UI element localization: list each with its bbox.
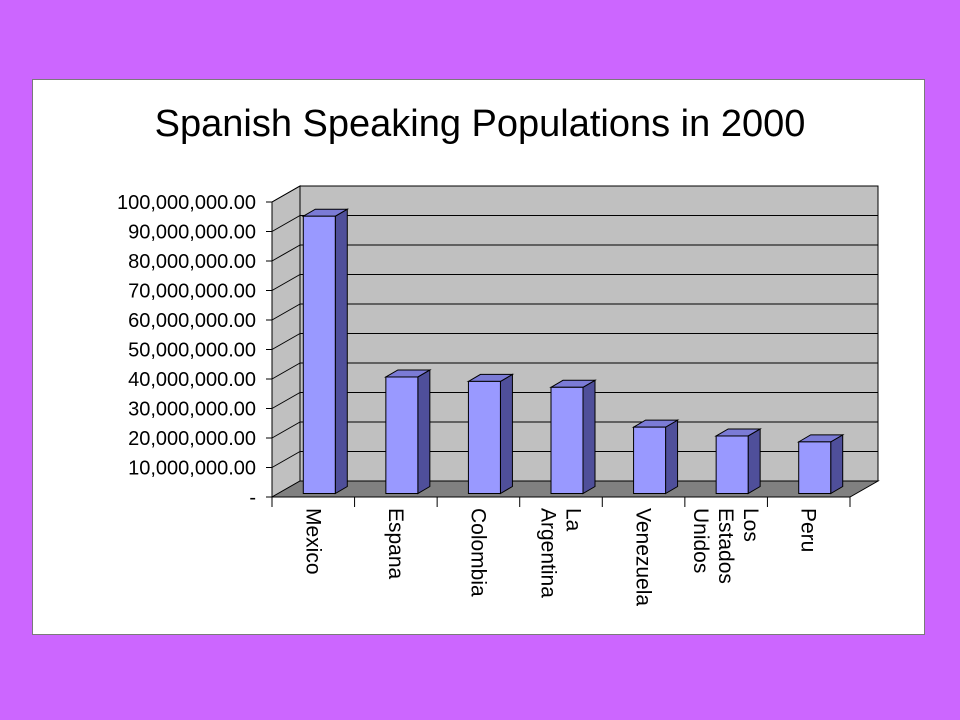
x-category-label: Peru [797, 508, 820, 552]
x-tick-label: Unidos [689, 508, 712, 573]
x-tick-label: Argentina [537, 508, 560, 598]
bar [798, 441, 832, 494]
x-category-label: Mexico [301, 508, 324, 575]
x-tick-label: La [562, 508, 585, 532]
chart-title: Spanish Speaking Populations in 2000 [154, 103, 806, 145]
y-tick-label: 90,000,000.00 [128, 222, 256, 244]
x-tick-label: Estados [714, 508, 737, 584]
x-tick-label: Los [739, 508, 762, 542]
x-tick-label: Espana [384, 508, 407, 580]
y-tick-label: 10,000,000.00 [128, 458, 256, 480]
bar-side [499, 373, 513, 495]
y-tick-label: - [249, 487, 256, 509]
bar [550, 386, 584, 494]
y-tick-label: 50,000,000.00 [128, 340, 256, 362]
x-tick-label: Colombia [466, 508, 489, 597]
y-tick-label: 70,000,000.00 [128, 281, 256, 303]
gridline-side [271, 451, 301, 468]
bar-side [747, 428, 761, 495]
bar-side [417, 369, 431, 495]
gridline-side [271, 303, 301, 321]
y-tick-label: 60,000,000.00 [128, 310, 256, 332]
y-tick-label: 20,000,000.00 [128, 428, 256, 450]
x-category-label: Espana [384, 508, 407, 580]
gridline-side [271, 392, 301, 409]
x-tick-label: Venezuela [632, 508, 655, 606]
bar [385, 376, 419, 495]
y-tick-label: 80,000,000.00 [128, 251, 256, 273]
bar-side [665, 419, 679, 495]
gridline-side [271, 185, 301, 203]
bar [467, 380, 501, 494]
gridline-side [271, 421, 301, 439]
x-category-label: Colombia [466, 508, 489, 597]
gridline-side [271, 244, 301, 262]
bar [302, 215, 336, 494]
bar [633, 426, 667, 494]
bar-side [830, 434, 844, 495]
gridline-side [271, 274, 301, 291]
y-tick-label: 100,000,000.00 [117, 192, 256, 214]
gridline-side [271, 215, 301, 232]
gridline-side [271, 362, 301, 380]
x-category-label: Venezuela [632, 508, 655, 606]
y-tick-label: 30,000,000.00 [128, 399, 256, 421]
x-tick-label: Peru [797, 508, 820, 552]
bar-side [582, 379, 596, 495]
y-tick-label: 40,000,000.00 [128, 369, 256, 391]
bar [715, 435, 749, 495]
bar-side [334, 208, 348, 495]
x-tick-label: Mexico [301, 508, 324, 575]
gridline-side [271, 333, 301, 350]
